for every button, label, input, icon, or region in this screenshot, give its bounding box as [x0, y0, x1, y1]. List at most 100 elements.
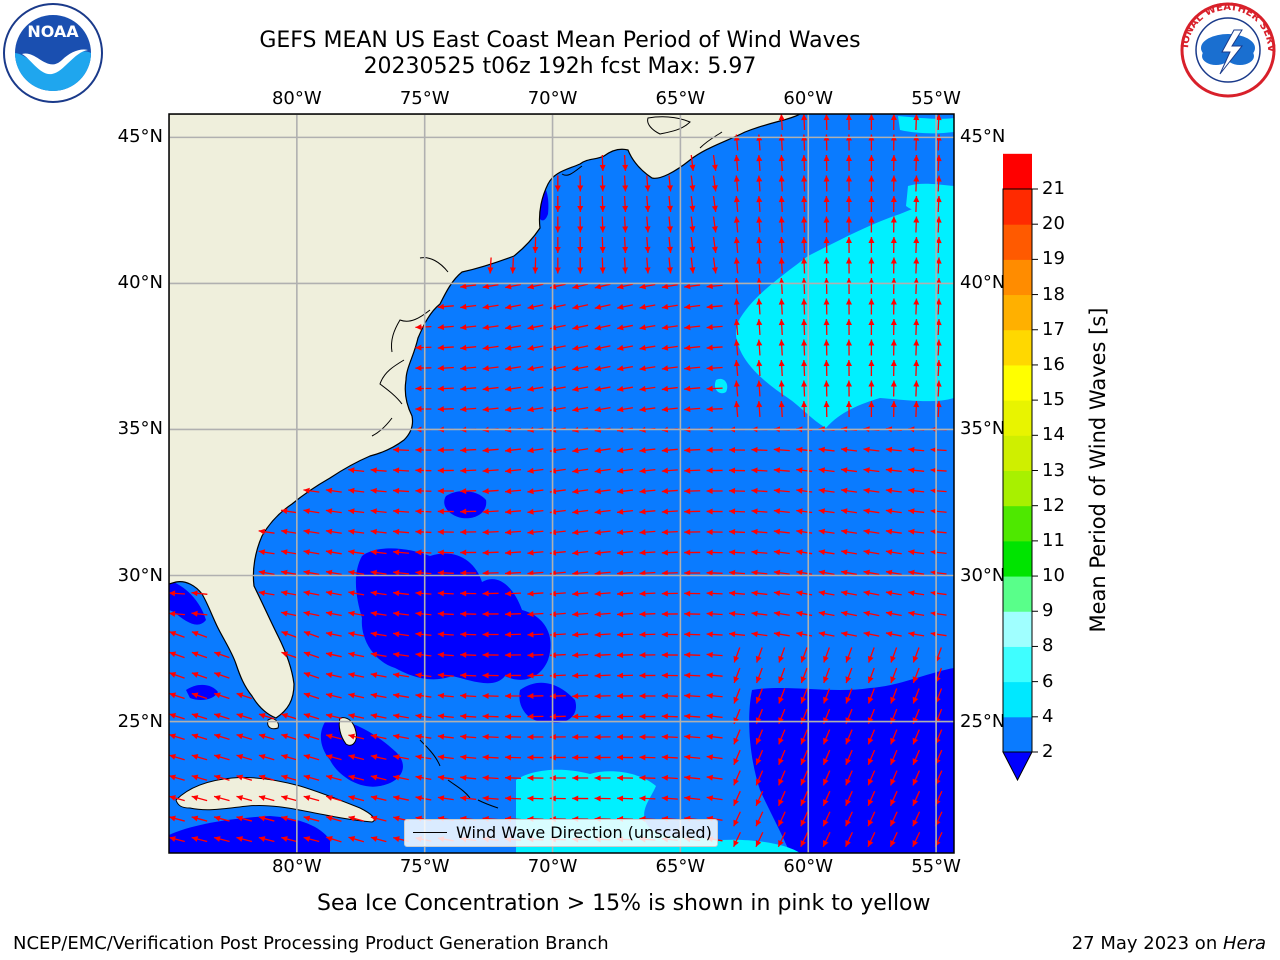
- wind-arrow: [778, 236, 785, 254]
- wind-arrow: [554, 236, 561, 254]
- wind-arrow: [728, 446, 746, 453]
- wind-arrow: [616, 406, 634, 413]
- wind-arrow: [755, 770, 764, 786]
- wind-arrow: [913, 195, 920, 213]
- wind-arrow: [437, 692, 454, 699]
- wind-arrow: [437, 754, 454, 761]
- colorbar-tick-label: 8: [1042, 635, 1054, 657]
- wind-arrow: [594, 774, 611, 781]
- wind-arrow: [840, 446, 858, 453]
- wind-arrow: [755, 729, 764, 745]
- wind-arrow: [505, 324, 521, 331]
- wind-arrow: [908, 467, 925, 474]
- wind-arrow: [706, 283, 723, 290]
- wind-arrow: [617, 344, 633, 351]
- wind-arrow: [863, 590, 880, 597]
- wind-arrow: [845, 339, 852, 356]
- wind-arrow: [280, 528, 298, 535]
- wind-arrow: [437, 365, 454, 372]
- wind-arrow: [639, 611, 656, 618]
- wind-arrow: [913, 236, 920, 254]
- wind-arrow: [935, 277, 942, 295]
- wind-arrow: [773, 549, 790, 556]
- wind-arrow: [912, 811, 921, 827]
- wind-arrow: [823, 688, 831, 704]
- wind-arrow: [684, 303, 701, 310]
- wind-arrow: [415, 590, 432, 597]
- wind-arrow: [823, 400, 830, 418]
- wind-arrow: [889, 831, 898, 848]
- wind-arrow: [482, 488, 499, 495]
- wind-arrow: [800, 790, 809, 807]
- wind-arrow: [867, 749, 876, 766]
- wind-arrow: [527, 344, 544, 351]
- colorbar-bin: [1003, 224, 1032, 260]
- wind-arrow: [796, 610, 813, 617]
- wind-arrow: [572, 344, 589, 351]
- wind-arrow: [303, 672, 320, 679]
- wind-arrow: [661, 508, 678, 515]
- wind-arrow: [460, 324, 477, 331]
- wind-arrow: [661, 447, 678, 454]
- wind-arrow: [191, 774, 208, 781]
- wind-arrow: [415, 754, 432, 761]
- wind-arrow: [756, 175, 763, 192]
- wind-arrow: [370, 528, 387, 535]
- wind-arrow: [796, 508, 813, 515]
- wind-arrow: [890, 380, 897, 397]
- wind-arrow: [281, 795, 297, 802]
- wind-arrow: [504, 652, 522, 659]
- wind-arrow: [661, 713, 678, 720]
- wind-arrow: [504, 733, 522, 740]
- wind-arrow: [912, 667, 920, 684]
- wind-arrow: [845, 359, 852, 377]
- wind-arrow: [661, 570, 678, 577]
- wind-arrow: [868, 175, 875, 192]
- wind-arrow: [213, 815, 230, 822]
- wind-arrow: [392, 651, 410, 658]
- wind-arrow: [778, 195, 785, 213]
- wind-arrow: [639, 631, 656, 638]
- wind-arrow: [415, 610, 432, 617]
- colorbar-tick-label: 14: [1042, 424, 1065, 446]
- wind-arrow: [823, 667, 831, 684]
- wind-arrow: [460, 774, 477, 781]
- wind-arrow: [392, 508, 410, 515]
- wind-arrow: [527, 385, 544, 392]
- wind-arrow: [572, 508, 589, 515]
- wind-arrow: [778, 380, 785, 397]
- wind-arrow: [504, 549, 522, 556]
- wind-arrow: [191, 651, 208, 659]
- wind-arrow: [801, 114, 808, 131]
- wind-arrow: [236, 733, 253, 740]
- colorbar-bin: [1003, 153, 1032, 190]
- wind-arrow: [661, 774, 678, 781]
- wind-arrow: [801, 175, 808, 192]
- wind-arrow: [667, 216, 673, 233]
- wind-arrow: [415, 324, 432, 331]
- wind-arrow: [572, 467, 589, 474]
- wind-arrow: [913, 318, 920, 336]
- wind-arrow: [706, 324, 723, 331]
- wind-arrow: [689, 195, 696, 213]
- wind-arrow: [504, 529, 522, 536]
- wind-arrow: [778, 729, 786, 745]
- wind-arrow: [594, 304, 611, 310]
- wind-arrow: [890, 749, 898, 766]
- wind-arrow: [504, 467, 522, 474]
- wind-arrow: [594, 672, 611, 679]
- wind-arrow: [912, 831, 921, 848]
- wind-arrow: [818, 549, 835, 556]
- wind-arrow: [639, 406, 656, 413]
- wind-arrow: [801, 216, 808, 233]
- wind-arrow: [845, 667, 853, 684]
- wind-arrow: [639, 549, 656, 556]
- wind-arrow: [841, 549, 857, 556]
- wind-arrow: [818, 590, 835, 597]
- wind-arrow: [778, 770, 786, 786]
- wind-arrow: [504, 508, 522, 515]
- wind-arrow: [281, 610, 297, 617]
- wind-arrow: [684, 529, 701, 536]
- lat-label-left: 45°N: [117, 126, 163, 148]
- legend-line-swatch: [413, 832, 447, 833]
